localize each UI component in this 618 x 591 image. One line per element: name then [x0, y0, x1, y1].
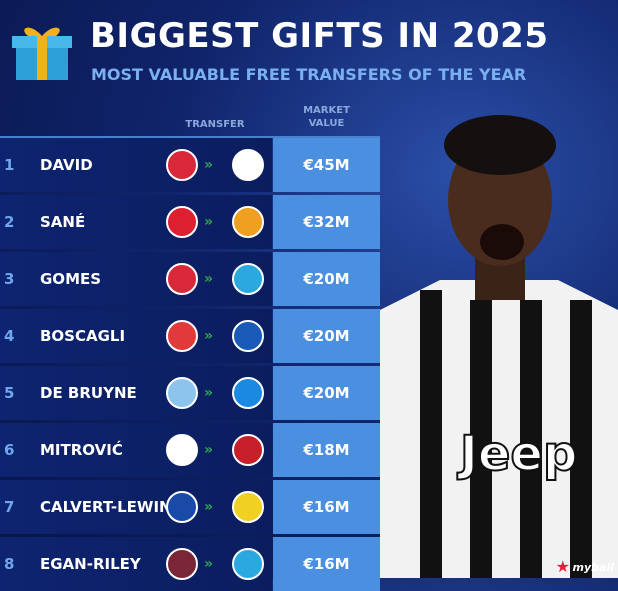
market-value: €20M [273, 252, 380, 306]
to-club-crest-icon [232, 206, 264, 238]
player-name: CALVERT-LEWIN [40, 498, 172, 516]
row-background [0, 252, 272, 306]
to-club-crest-icon [232, 320, 264, 352]
from-club-crest-icon [166, 548, 198, 580]
from-club-crest-icon [166, 491, 198, 523]
table-row: 7 CALVERT-LEWIN » €16M [0, 480, 380, 534]
market-value: €20M [273, 309, 380, 363]
transfer-arrow-icon: » [204, 442, 213, 458]
table-divider [0, 136, 380, 138]
rank: 2 [4, 213, 15, 231]
row-background [0, 366, 272, 420]
page-title: BIGGEST GIFTS IN 2025 [90, 16, 549, 56]
rank: 8 [4, 555, 15, 573]
from-club-crest-icon [166, 434, 198, 466]
player-name: MITROVIĆ [40, 441, 123, 459]
to-club-crest-icon [232, 263, 264, 295]
market-value: €20M [273, 366, 380, 420]
market-value: €16M [273, 480, 380, 534]
rank: 6 [4, 441, 15, 459]
table-row: 5 DE BRUYNE » €20M [0, 366, 380, 420]
transfer-arrow-icon: » [204, 271, 213, 287]
row-background [0, 138, 272, 192]
transfer-arrow-icon: » [204, 214, 213, 230]
to-club-crest-icon [232, 434, 264, 466]
row-background [0, 423, 272, 477]
market-value: €16M [273, 537, 380, 591]
transfer-arrow-icon: » [204, 499, 213, 515]
table-row: 3 GOMES » €20M [0, 252, 380, 306]
to-club-crest-icon [232, 491, 264, 523]
to-club-crest-icon [232, 548, 264, 580]
column-header-market-value: MARKET VALUE [273, 104, 380, 130]
rank: 1 [4, 156, 15, 174]
player-name: GOMES [40, 270, 102, 288]
from-club-crest-icon [166, 263, 198, 295]
player-name: SANÉ [40, 213, 86, 231]
rank: 4 [4, 327, 15, 345]
column-header-market-line2: VALUE [308, 118, 345, 129]
player-name: DAVID [40, 156, 93, 174]
market-value: €45M [273, 138, 380, 192]
transfer-arrow-icon: » [204, 328, 213, 344]
watermark-star-icon: ★ [555, 557, 570, 576]
player-name: DE BRUYNE [40, 384, 137, 402]
player-name: BOSCAGLI [40, 327, 126, 345]
row-background [0, 195, 272, 249]
from-club-crest-icon [166, 320, 198, 352]
market-value: €18M [273, 423, 380, 477]
rank: 7 [4, 498, 15, 516]
page-subtitle: MOST VALUABLE FREE TRANSFERS OF THE YEAR [91, 65, 527, 84]
table-row: 2 SANÉ » €32M [0, 195, 380, 249]
from-club-crest-icon [166, 206, 198, 238]
column-header-market-line1: MARKET [303, 105, 350, 116]
column-header-transfer: TRANSFER [185, 119, 245, 130]
to-club-crest-icon [232, 377, 264, 409]
table-row: 1 DAVID » €45M [0, 138, 380, 192]
table-row: 6 MITROVIĆ » €18M [0, 423, 380, 477]
rank: 3 [4, 270, 15, 288]
svg-text:Jeep: Jeep [457, 426, 577, 482]
from-club-crest-icon [166, 377, 198, 409]
table-row: 8 EGAN-RILEY » €16M [0, 537, 380, 591]
to-club-crest-icon [232, 149, 264, 181]
market-value: €32M [273, 195, 380, 249]
transfer-arrow-icon: » [204, 556, 213, 572]
transfer-arrow-icon: » [204, 385, 213, 401]
watermark: myball [572, 561, 614, 574]
rank: 5 [4, 384, 15, 402]
player-photo: Jeep [380, 115, 618, 578]
row-background [0, 480, 272, 534]
transfer-arrow-icon: » [204, 157, 213, 173]
table-row: 4 BOSCAGLI » €20M [0, 309, 380, 363]
from-club-crest-icon [166, 149, 198, 181]
gift-box-icon [12, 27, 72, 80]
player-name: EGAN-RILEY [40, 555, 141, 573]
row-background [0, 309, 272, 363]
